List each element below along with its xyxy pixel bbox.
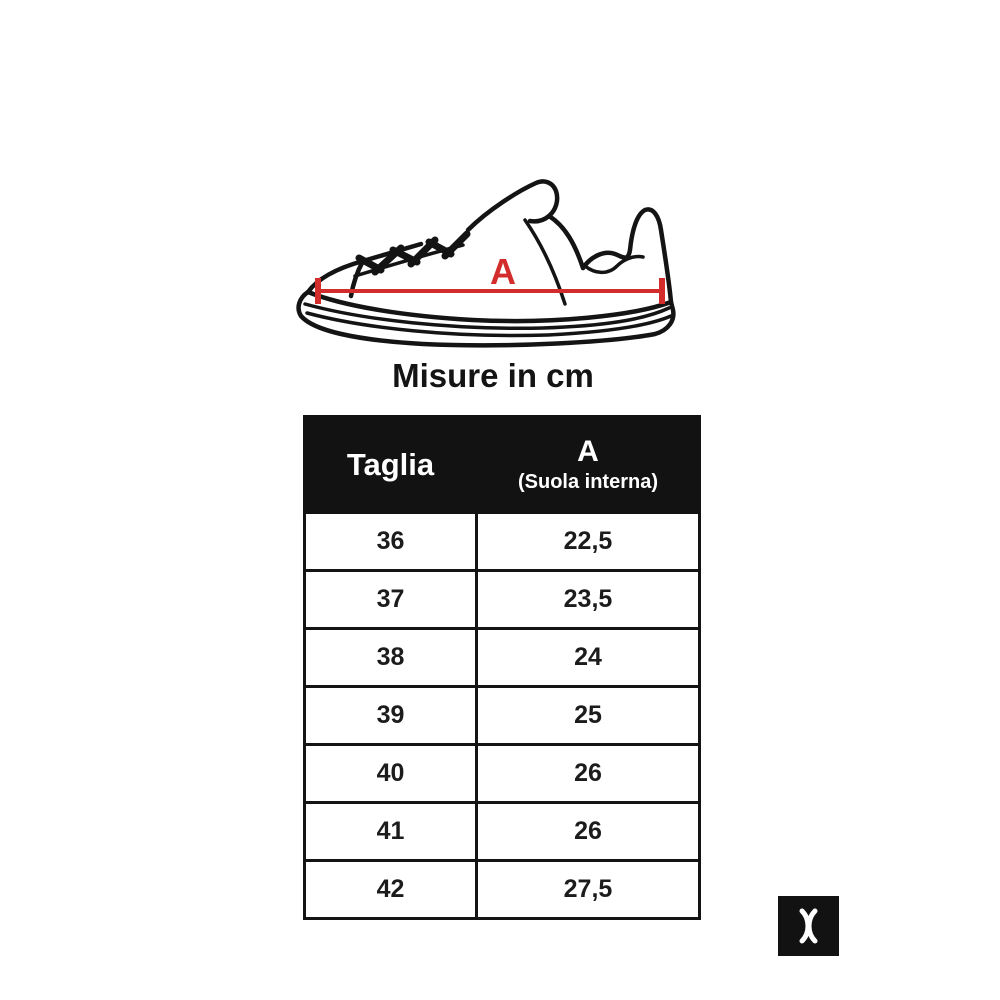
- size-table: Taglia A (Suola interna) 36 22,5 37 23,5…: [303, 415, 701, 920]
- measure-cell: 27,5: [475, 859, 701, 920]
- header-taglia-label: Taglia: [346, 446, 435, 482]
- shoe-diagram: A: [296, 179, 676, 348]
- measure-cell: 23,5: [475, 569, 701, 630]
- table-header-row: Taglia A (Suola interna): [303, 415, 701, 514]
- size-cell: 38: [303, 627, 478, 688]
- header-a-title: A: [577, 434, 599, 468]
- header-a: A (Suola interna): [475, 415, 701, 514]
- measurement-label: A: [490, 251, 516, 292]
- table-row: 38 24: [303, 627, 701, 688]
- table-row: 36 22,5: [303, 511, 701, 572]
- header-a-subtitle: (Suola interna): [517, 470, 658, 493]
- measure-cell: 26: [475, 743, 701, 804]
- measure-cell: 24: [475, 627, 701, 688]
- caption: Misure in cm: [392, 357, 594, 394]
- size-cell: 42: [303, 859, 478, 920]
- size-cell: 41: [303, 801, 478, 862]
- table-row: 40 26: [303, 743, 701, 804]
- size-cell: 40: [303, 743, 478, 804]
- header-taglia: Taglia: [303, 415, 478, 514]
- size-cell: 37: [303, 569, 478, 630]
- brand-logo-icon: [799, 908, 818, 944]
- shoe-upper: [305, 179, 674, 306]
- table-row: 41 26: [303, 801, 701, 862]
- table-row: 37 23,5: [303, 569, 701, 630]
- measure-cell: 25: [475, 685, 701, 746]
- brand-logo: [778, 896, 839, 956]
- table-row: 39 25: [303, 685, 701, 746]
- shoe-sole: [296, 289, 676, 348]
- table-row: 42 27,5: [303, 859, 701, 920]
- measure-cell: 26: [475, 801, 701, 862]
- measurement-arrow: A: [315, 251, 665, 304]
- measure-cell: 22,5: [475, 511, 701, 572]
- size-cell: 39: [303, 685, 478, 746]
- shoe-heel: [580, 207, 674, 305]
- shoe-tongue: [465, 179, 560, 233]
- shoe-laces: [355, 230, 471, 276]
- size-cell: 36: [303, 511, 478, 572]
